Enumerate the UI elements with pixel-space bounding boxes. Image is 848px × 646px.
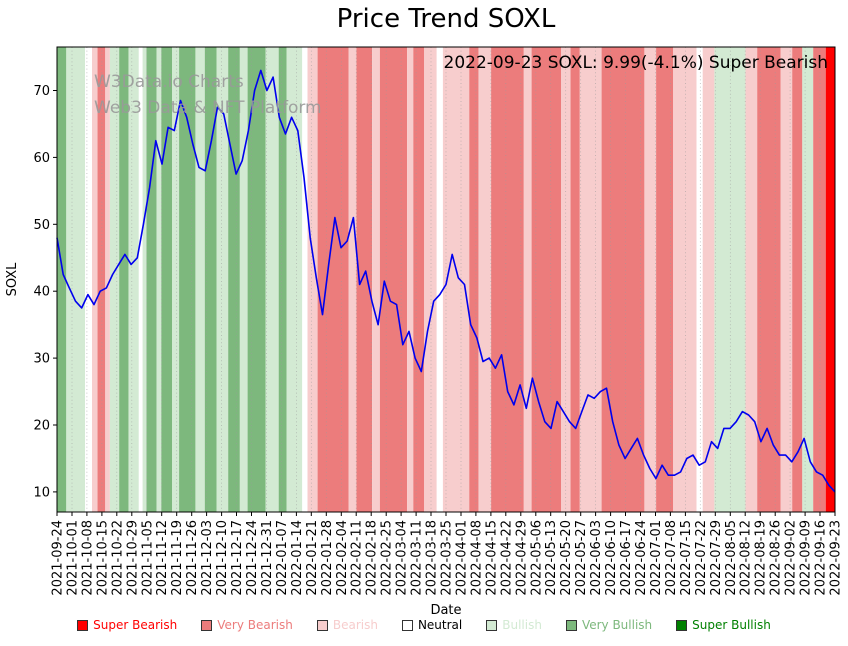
x-tick-label: 2021-11-12 — [155, 520, 170, 596]
y-axis: 10 20 30 40 50 60 70 SOXL — [5, 84, 57, 500]
x-tick-label: 2022-04-08 — [469, 520, 484, 596]
x-tick-label: 2021-10-29 — [125, 520, 140, 596]
x-tick-label: 2022-08-26 — [769, 520, 784, 596]
price-line — [56, 69, 836, 493]
y-tick-label: 70 — [33, 84, 50, 99]
x-tick-label: 2022-03-25 — [440, 520, 455, 596]
legend-item-super-bearish: Super Bearish — [77, 618, 177, 632]
x-tick-label: 2022-07-08 — [664, 520, 679, 596]
x-tick-label: 2021-12-10 — [215, 520, 230, 596]
x-tick-label: 2021-12-31 — [260, 520, 275, 596]
x-axis: 2021-09-24 2021-10-01 2021-10-08 2021-10-15… — [51, 512, 844, 618]
x-tick-label: 2022-01-21 — [305, 520, 320, 596]
x-tick-label: 2022-04-29 — [514, 520, 529, 596]
x-tick-label: 2021-12-03 — [200, 520, 215, 596]
sentiment-legend: Super Bearish Very Bearish Bearish Neutral B… — [0, 618, 848, 632]
x-tick-label: 2022-01-07 — [275, 520, 290, 596]
y-tick-label: 40 — [33, 285, 50, 300]
y-tick-label: 30 — [33, 352, 50, 367]
x-tick-label: 2021-10-15 — [95, 520, 110, 596]
x-tick-label: 2022-06-03 — [589, 520, 604, 596]
x-tick-label: 2022-05-13 — [544, 520, 559, 596]
x-tick-label: 2022-03-18 — [425, 520, 440, 596]
legend-swatch-very-bullish — [565, 619, 577, 631]
y-axis-label: SOXL — [5, 262, 20, 297]
x-tick-label: 2021-11-26 — [185, 520, 200, 596]
x-tick-label: 2022-07-29 — [709, 520, 724, 596]
x-tick-label: 2022-01-14 — [290, 520, 305, 596]
x-tick-label: 2022-07-01 — [649, 520, 664, 596]
y-tick-label: 20 — [33, 419, 50, 434]
legend-swatch-super-bearish — [77, 619, 89, 631]
x-tick-label: 2022-04-15 — [484, 520, 499, 596]
y-tick-label: 60 — [33, 151, 50, 166]
x-tick-label: 2022-08-19 — [754, 520, 769, 596]
x-tick-label: 2022-09-09 — [799, 520, 814, 596]
x-tick-label: 2022-05-20 — [559, 520, 574, 596]
x-tick-label: 2022-02-18 — [365, 520, 380, 596]
x-tick-label: 2022-08-12 — [739, 520, 754, 596]
x-tick-label: 2022-07-22 — [694, 520, 709, 596]
x-tick-label: 2022-09-02 — [784, 520, 799, 596]
x-tick-label: 2021-12-24 — [245, 520, 260, 596]
x-tick-label: 2022-05-27 — [574, 520, 589, 596]
x-tick-label: 2022-04-22 — [499, 520, 514, 596]
x-tick-label: 2022-09-16 — [814, 520, 829, 596]
sentiment-bands — [57, 47, 835, 512]
legend-swatch-very-bearish — [201, 619, 213, 631]
x-tick-label: 2021-10-22 — [110, 520, 125, 596]
x-tick-label: 2022-01-28 — [320, 520, 335, 596]
legend-item-very-bearish: Very Bearish — [201, 618, 293, 632]
legend-label-super-bearish: Super Bearish — [93, 618, 178, 632]
x-tick-label: 2022-02-04 — [335, 520, 350, 596]
x-tick-label: 2021-10-08 — [80, 520, 95, 596]
x-tick-label: 2022-03-11 — [410, 520, 425, 596]
legend-swatch-neutral — [401, 619, 413, 631]
x-tick-label: 2022-08-05 — [724, 520, 739, 596]
legend-swatch-bearish — [316, 619, 328, 631]
legend-swatch-super-bullish — [676, 619, 688, 631]
x-tick-label: 2021-09-24 — [51, 520, 66, 596]
legend-item-very-bullish: Very Bullish — [565, 618, 653, 632]
legend-label-neutral: Neutral — [417, 618, 463, 632]
legend-label-super-bullish: Super Bullish — [692, 618, 771, 632]
x-tick-label: 2022-02-25 — [380, 520, 395, 596]
legend-swatch-bullish — [486, 619, 498, 631]
x-tick-label: 2022-07-15 — [679, 520, 694, 596]
legend-item-bearish: Bearish — [316, 618, 378, 632]
legend-item-neutral: Neutral — [401, 618, 463, 632]
x-tick-label: 2022-09-23 — [829, 520, 844, 596]
chart-title: Price Trend SOXL — [336, 4, 556, 34]
x-tick-label: 2022-05-06 — [529, 520, 544, 596]
x-tick-label: 2021-10-01 — [66, 520, 81, 596]
x-tick-label: 2022-06-17 — [619, 520, 634, 596]
legend-label-bearish: Bearish — [332, 618, 378, 632]
x-tick-label: 2021-11-19 — [170, 520, 185, 596]
x-tick-label: 2021-11-05 — [140, 520, 155, 596]
x-tick-label: 2022-04-01 — [455, 520, 470, 596]
legend-item-super-bullish: Super Bullish — [676, 618, 771, 632]
legend-label-bullish: Bullish — [502, 618, 542, 632]
x-tick-label: 2022-02-11 — [350, 520, 365, 596]
legend-label-very-bullish: Very Bullish — [581, 618, 653, 632]
x-tick-label: 2022-06-10 — [604, 520, 619, 596]
current-value-annotation: 2022-09-23 SOXL: 9.99(-4.1%) Super Beari… — [443, 53, 828, 73]
y-tick-label: 10 — [33, 485, 50, 500]
x-tick-label: 2022-06-24 — [634, 520, 649, 596]
legend-item-bullish: Bullish — [486, 618, 542, 632]
x-tick-label: 2022-03-04 — [395, 520, 410, 596]
x-tick-label: 2021-12-17 — [230, 520, 245, 596]
y-tick-label: 50 — [33, 218, 50, 233]
x-axis-label: Date — [430, 603, 461, 618]
legend-label-very-bearish: Very Bearish — [217, 618, 293, 632]
